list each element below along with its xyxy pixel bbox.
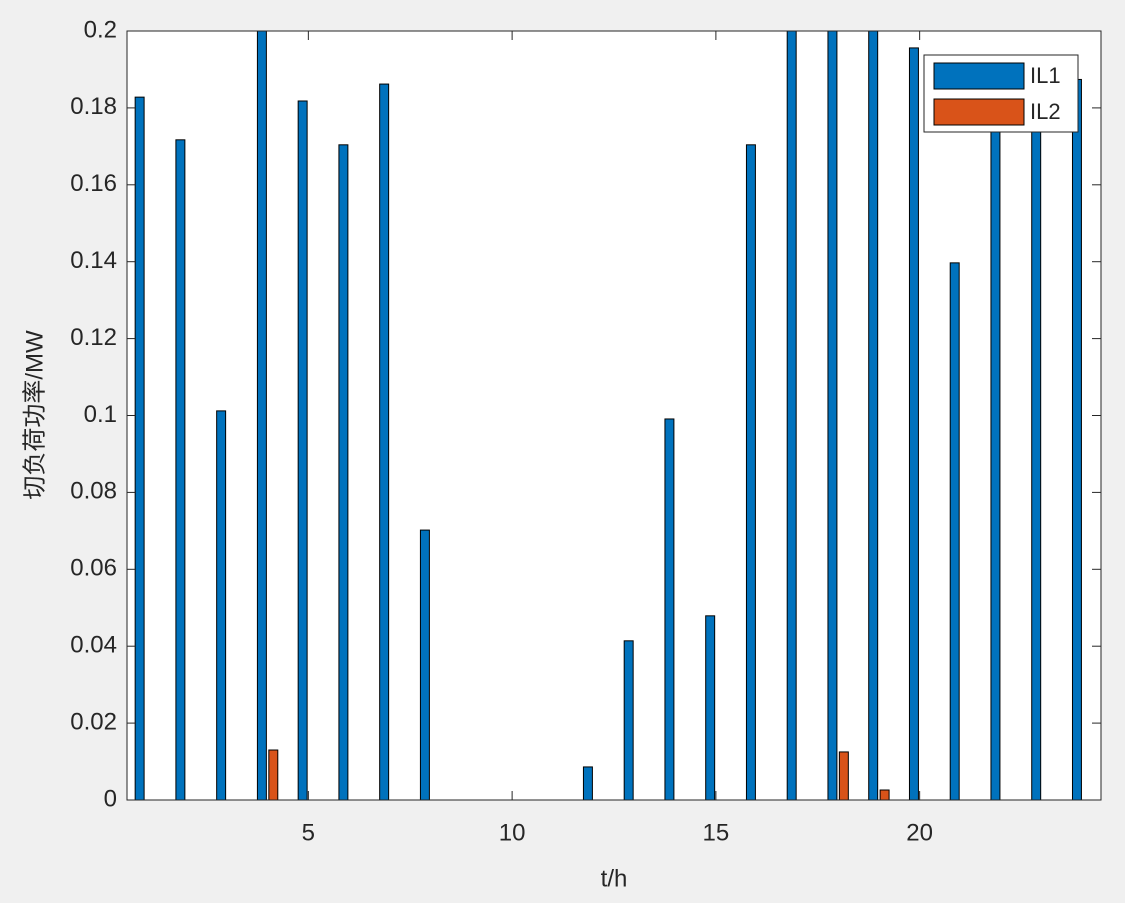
bar <box>419 529 430 800</box>
x-tick-label: 10 <box>499 819 526 846</box>
bar <box>338 144 349 800</box>
bar <box>1031 107 1042 800</box>
bar <box>879 789 890 800</box>
bar <box>582 766 593 800</box>
x-tick-label: 20 <box>906 819 933 846</box>
bar <box>705 615 716 800</box>
bar <box>175 139 186 800</box>
bar <box>786 31 797 800</box>
legend-swatch <box>933 98 1025 126</box>
bar <box>134 96 145 800</box>
y-tick-label: 0.16 <box>70 170 117 197</box>
bar <box>868 31 879 800</box>
x-tick-label: 15 <box>703 819 730 846</box>
bar <box>949 262 960 800</box>
y-tick-label: 0.06 <box>70 555 117 582</box>
y-tick-label: 0.08 <box>70 478 117 505</box>
legend-label: IL1 <box>1030 63 1061 88</box>
bar <box>216 410 227 800</box>
bar <box>256 31 267 800</box>
plot-area <box>127 31 1101 800</box>
bars <box>134 31 1082 800</box>
bar <box>908 47 919 800</box>
y-tick-label: 0 <box>104 785 117 812</box>
x-axis-label: t/h <box>601 865 628 892</box>
y-tick-label: 0.14 <box>70 247 117 274</box>
y-tick-label: 0.04 <box>70 632 117 659</box>
bar <box>827 31 838 800</box>
y-tick-label: 0.2 <box>84 16 117 43</box>
bar <box>379 83 390 800</box>
y-tick-label: 0.02 <box>70 708 117 735</box>
y-tick-label: 0.18 <box>70 93 117 120</box>
bar <box>745 144 756 800</box>
y-axis-label: 切负荷功率/MW <box>21 330 48 500</box>
bar <box>268 749 279 800</box>
y-tick-label: 0.12 <box>70 324 117 351</box>
bar <box>838 751 849 800</box>
bar <box>664 418 675 800</box>
y-tick-label: 0.1 <box>84 401 117 428</box>
bar <box>990 107 1001 800</box>
legend-label: IL2 <box>1030 99 1061 124</box>
bar <box>623 640 634 800</box>
bar <box>1071 78 1082 800</box>
x-tick-label: 5 <box>302 819 315 846</box>
legend-swatch <box>933 62 1025 90</box>
bar <box>297 100 308 800</box>
